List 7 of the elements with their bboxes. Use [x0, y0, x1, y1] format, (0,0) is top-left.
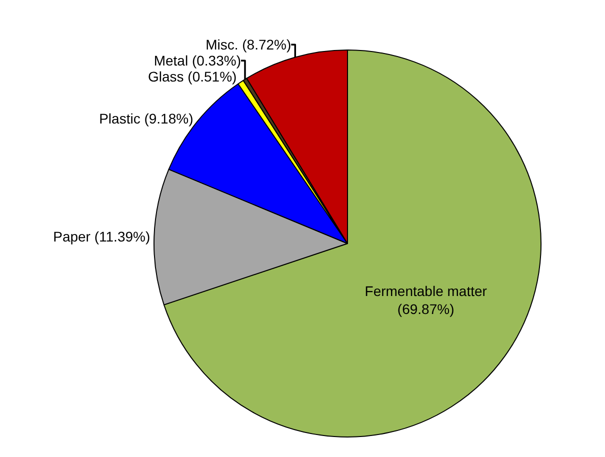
slice-label: Fermentable matter — [364, 282, 488, 299]
slice-label: Paper (11.39%) — [53, 228, 150, 245]
slice-label: Plastic (9.18%) — [99, 110, 194, 126]
data-label: (69.87%) — [397, 301, 454, 318]
slice-label: Misc. (8.72%) — [206, 36, 292, 53]
slice-label: Metal (0.33%) — [154, 52, 241, 69]
slice-label: Glass (0.51%) — [148, 68, 237, 85]
